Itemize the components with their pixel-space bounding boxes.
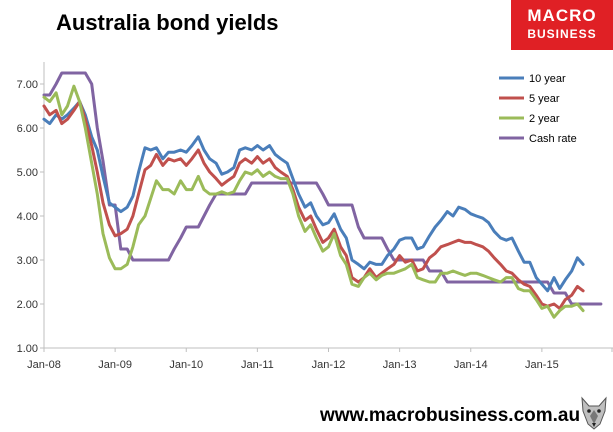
x-tick-label: Jan-11 [241,359,274,371]
wolf-mascot-icon [581,396,607,430]
x-tick-label: Jan-08 [27,359,61,371]
series-line-cash-rate [42,71,603,306]
series-line-10-year [42,100,585,293]
x-tick-label: Jan-13 [383,359,417,371]
y-tick-label: 1.00 [17,343,38,355]
x-tick-label: Jan-09 [98,359,132,371]
page-title: Australia bond yields [56,10,279,35]
footer-url: www.macrobusiness.com.au [320,405,581,426]
y-tick-label: 5.00 [17,167,38,179]
y-tick-label: 2.00 [17,299,38,311]
brand-line-2: BUSINESS [527,27,597,41]
series-line-2-year [42,84,585,319]
brand-line-1: MACRO [527,6,597,25]
x-tick-label: Jan-14 [454,359,488,371]
legend-label: 5 year [529,93,560,105]
legend-label: 10 year [529,73,566,85]
y-tick-label: 3.00 [17,255,38,267]
legend-label: 2 year [529,113,560,125]
x-tick-label: Jan-10 [169,359,203,371]
macrobusiness-logo: MACRO BUSINESS [511,0,613,50]
x-tick-label: Jan-12 [312,359,346,371]
series-line-5-year [42,100,585,310]
x-tick-label: Jan-15 [525,359,559,371]
x-axis-ticks: Jan-08 Jan-09 Jan-10 Jan-11 Jan-12 Jan-13 Jan-… [27,348,613,371]
y-axis-ticks: 1.00 2.00 3.00 4.00 5.00 6.00 7.00 [17,79,44,355]
y-tick-label: 4.00 [17,211,38,223]
legend: 10 year 5 year 2 year Cash rate [499,73,577,145]
legend-label: Cash rate [529,133,577,145]
series-lines [42,71,603,319]
y-tick-label: 6.00 [17,123,38,135]
y-tick-label: 7.00 [17,79,38,91]
